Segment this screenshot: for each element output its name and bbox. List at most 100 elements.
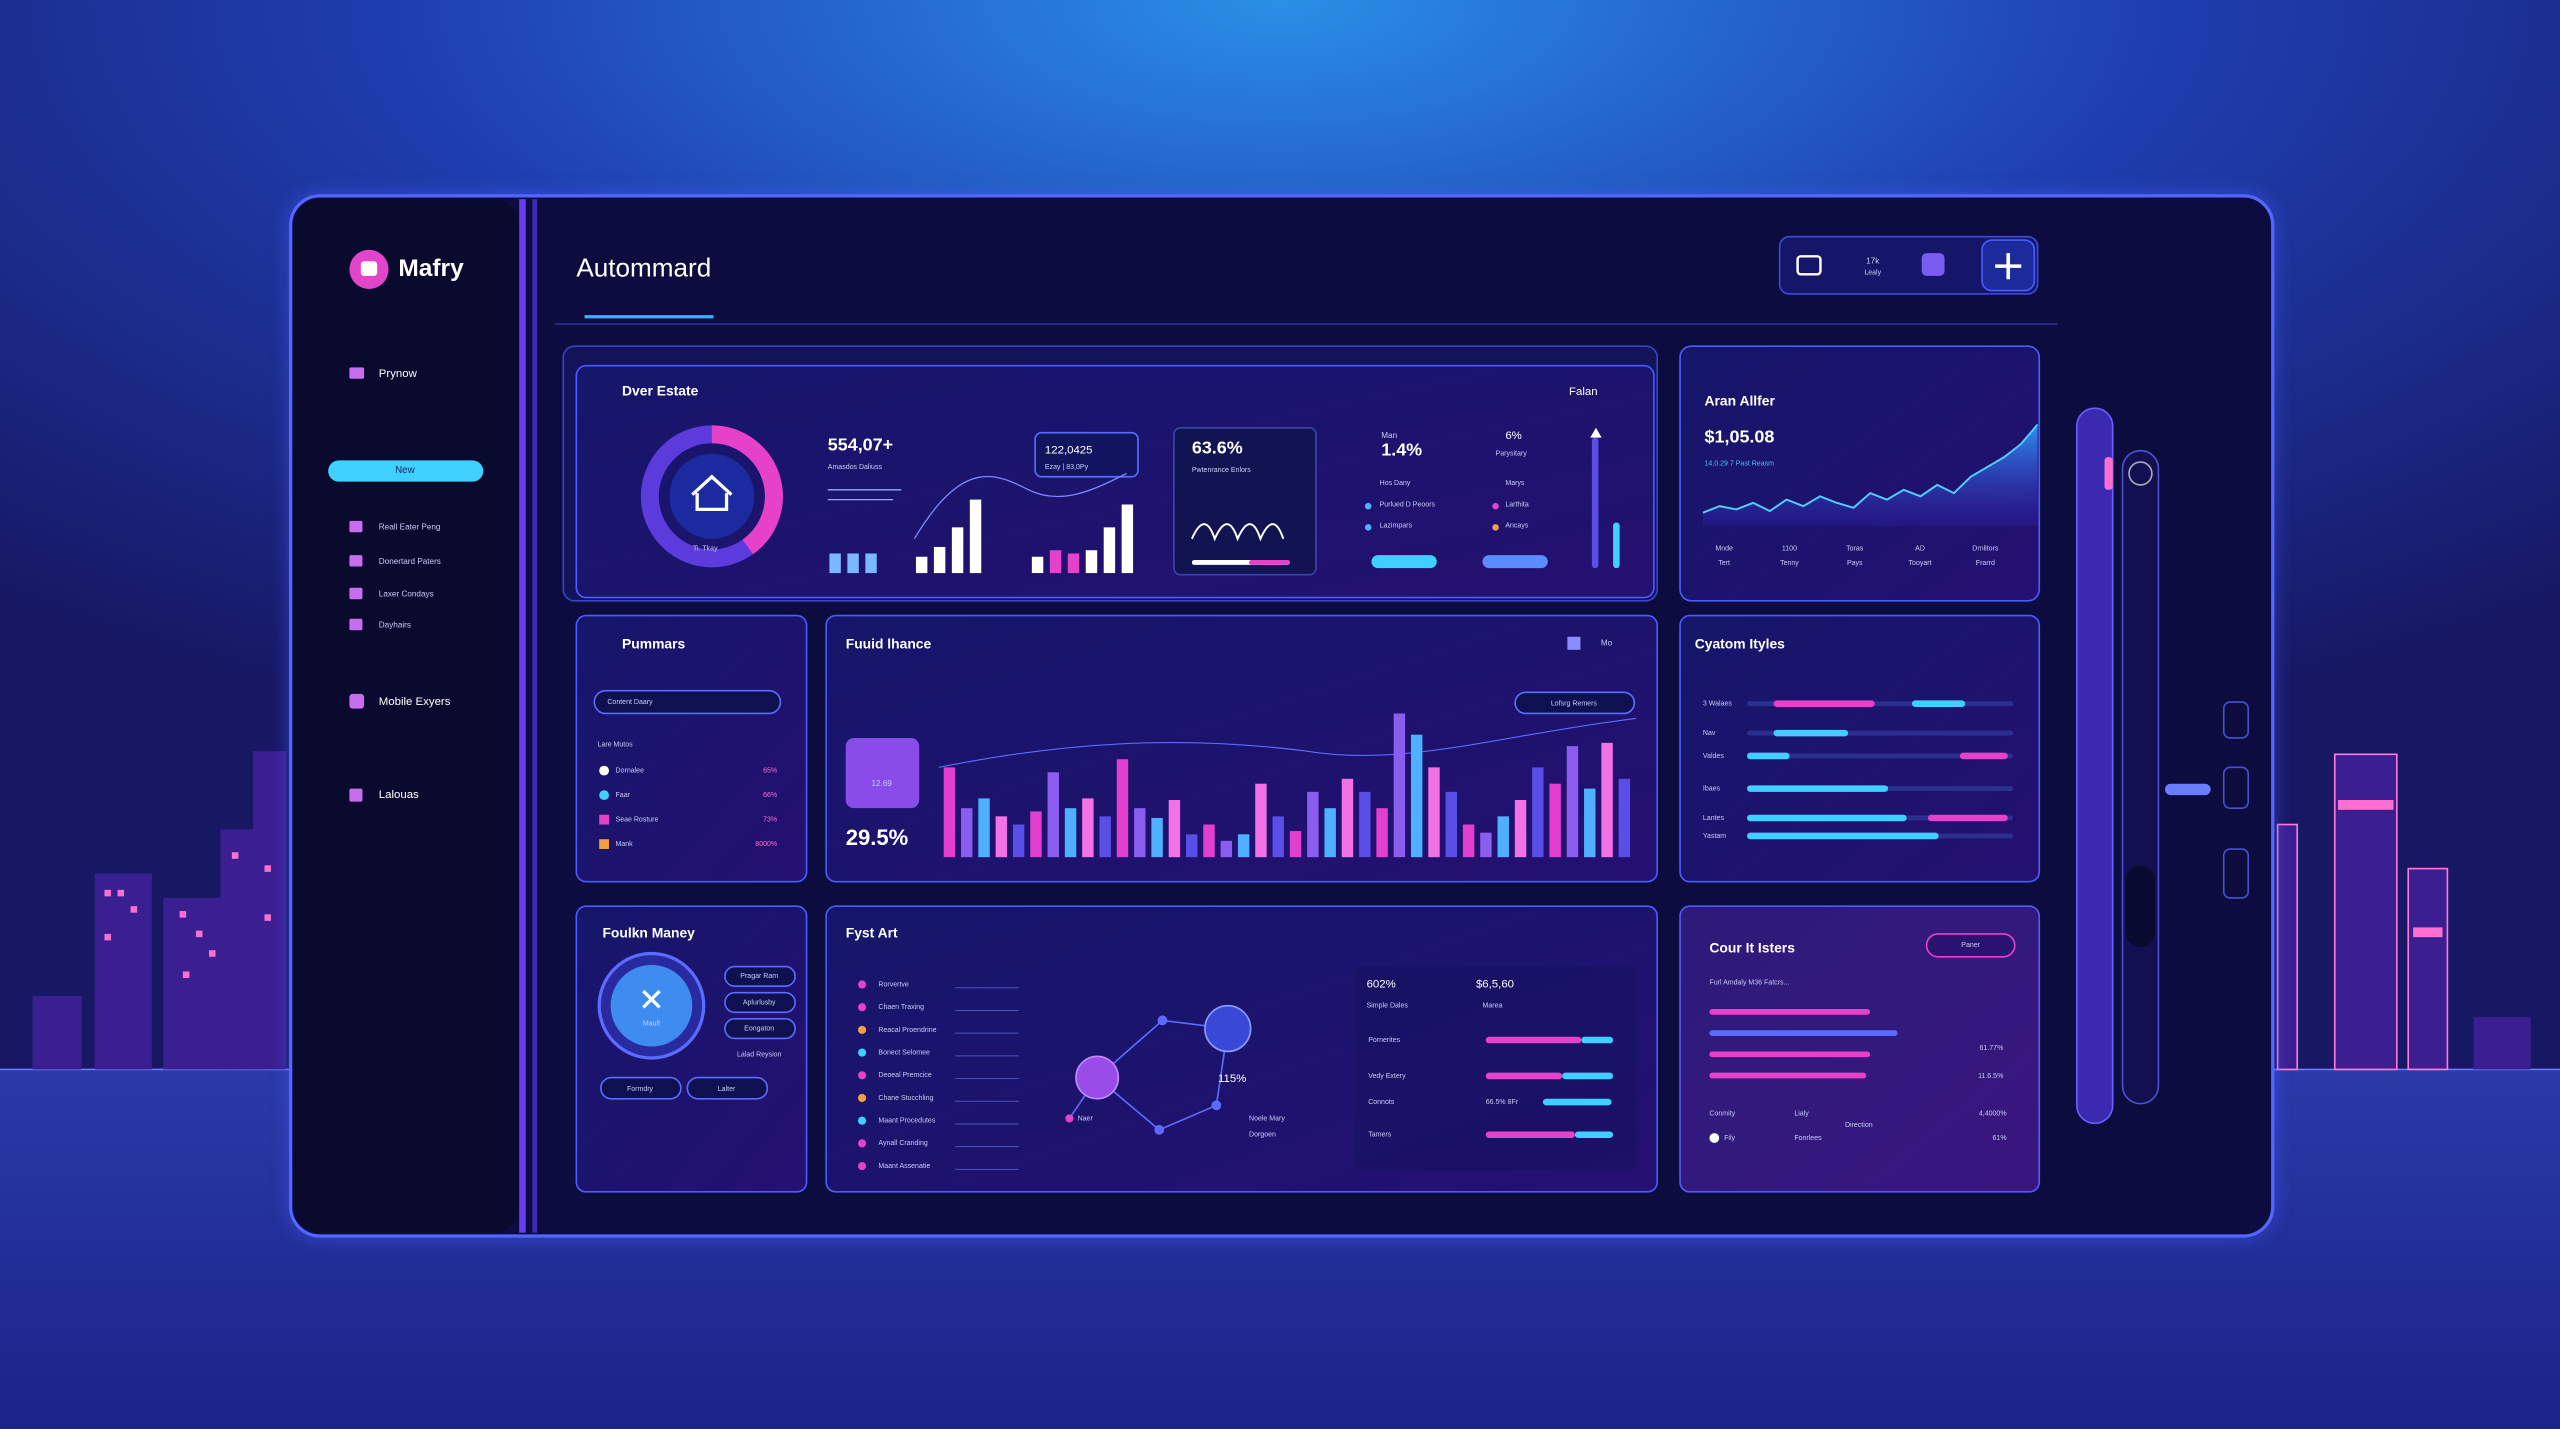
kpi-value: 122,0425 [1045,445,1093,457]
line [1702,423,2039,514]
list-item: Deoeal Premcice [878,1072,932,1079]
nav-item: Laxer Condays [379,589,434,598]
row-label: Yastam [1703,833,1726,840]
nav-item: Dayhairs [379,620,411,629]
gauge-label: Mault [643,1021,660,1028]
toolbar-icon[interactable] [1796,255,1822,276]
add-icon [1995,253,2022,280]
segment [1746,814,1907,822]
column-sub: Frarrd [1976,560,1995,567]
nav-item: Prynow [379,368,418,380]
pill [1371,555,1437,569]
option[interactable] [724,991,796,1014]
node-value: 115% [1218,1073,1246,1085]
search-box[interactable] [593,689,782,715]
decoration [2407,867,2449,1071]
option[interactable] [724,1017,796,1040]
list-item: Aynall Cranding [878,1140,927,1147]
rail-thumb [2104,457,2113,490]
side-control[interactable] [2222,701,2250,739]
decoration [253,751,286,1070]
bar [1203,824,1215,858]
paner-button[interactable] [1925,933,2016,958]
column-head: Toras [1846,545,1864,552]
close-icon [642,989,661,1009]
decoration [208,950,216,957]
node[interactable] [1204,1004,1252,1053]
bar [1067,553,1080,574]
tab-icon[interactable] [1567,636,1581,650]
list-dot [857,1116,867,1125]
kpi-value: 554,07+ [828,434,893,454]
legend-item: Hos Dany [1380,480,1411,487]
decoration [264,865,272,872]
sidebar-icons [349,367,365,802]
button-label: Lalter [718,1086,736,1093]
bar [1185,834,1198,858]
list-dot [857,1093,867,1103]
bar [1393,713,1406,858]
bar [1151,817,1163,858]
rail[interactable] [2121,449,2160,1105]
row-label: Valdes [1703,753,1724,760]
decoration [231,852,239,859]
new-button[interactable] [328,460,484,482]
house-icon [691,474,733,512]
bar [1445,791,1458,858]
bar [1064,808,1077,858]
row-label: Connots [1368,1099,1395,1106]
bar [1532,767,1544,858]
footer-value: 4,4000% [1979,1110,2007,1117]
bar [1307,791,1319,858]
dropdown[interactable] [1514,691,1636,715]
button[interactable] [686,1076,769,1100]
list-item: Chaen Traxing [878,1004,924,1011]
button[interactable] [600,1076,682,1100]
stat-head: Man [1381,431,1397,440]
row-label: 3 Walaes [1703,701,1732,708]
node-label: Naer [1078,1115,1094,1122]
bar [961,808,973,858]
bar [1709,1030,1898,1036]
bar [1359,791,1371,858]
bar [969,499,982,574]
segment [1746,785,1889,792]
node-small [1065,1015,1222,1135]
bar [1566,746,1579,858]
nav-item: Donertard Paters [379,557,441,566]
city-left [32,751,286,1070]
bar [847,553,859,574]
toolbar-sub: Lealy [1864,270,1881,277]
filter: Falan [1569,386,1598,398]
progress [1249,560,1290,565]
pill [1482,555,1548,569]
rail[interactable] [2075,407,2114,1125]
option[interactable] [724,965,796,987]
toolbar-icon[interactable] [1921,253,1945,276]
decoration [1364,524,1372,531]
footer-label: Fily [1724,1135,1735,1142]
node[interactable] [1075,1055,1120,1100]
list-item: Maant Procedutes [878,1118,935,1125]
bar [1031,556,1044,574]
panel-title: Foulkn Maney [602,925,695,941]
dot [1709,1133,1720,1143]
sub-panel [1355,966,1636,1171]
panel [1679,614,2041,883]
column-sub: Tenny [1780,560,1799,567]
bar [1549,783,1561,858]
city-windows [104,852,272,978]
decoration [349,520,363,533]
bar [1085,550,1098,574]
row-label: Mank [616,841,634,848]
panel-title: Cyatom Ityles [1695,636,1785,652]
side-control[interactable] [2164,783,2211,796]
side-control[interactable] [2222,766,2250,810]
tab: Mo [1601,638,1613,647]
panel-title: Fuuid lhance [846,636,932,652]
decoration [1158,1104,1217,1131]
bar [1410,734,1423,858]
decoration [264,914,272,921]
side-control[interactable] [2222,848,2250,899]
